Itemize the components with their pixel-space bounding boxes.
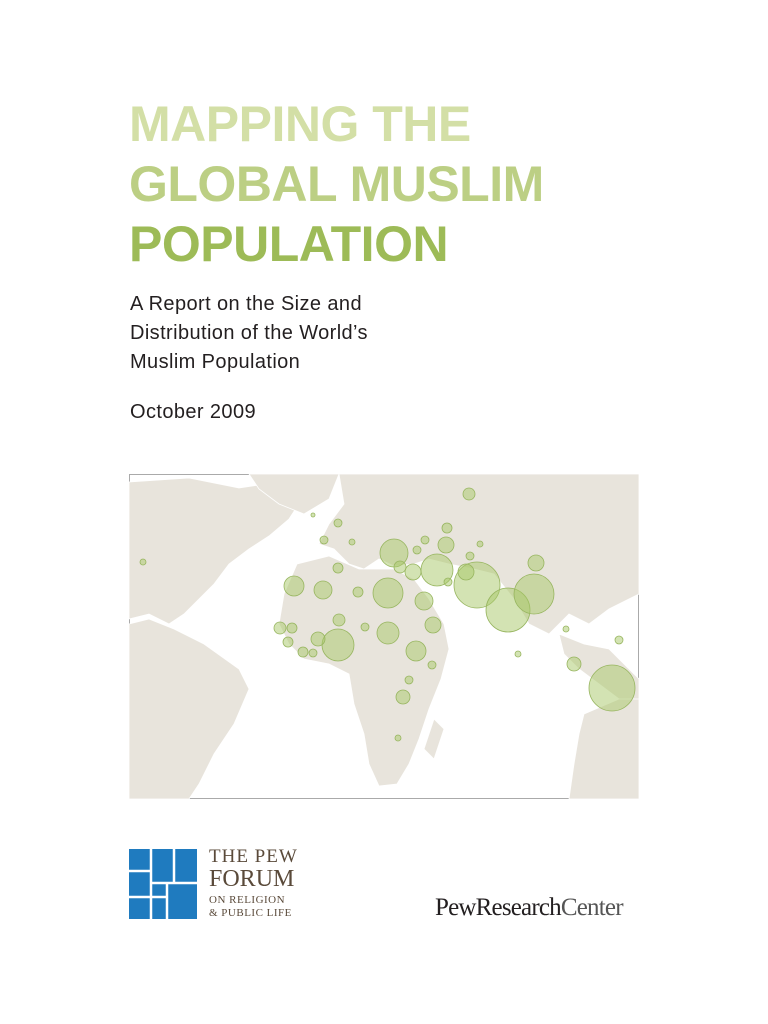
forum-logo-mark — [129, 849, 197, 919]
population-bubbles — [139, 487, 636, 742]
forum-logo-text: FORUM — [209, 866, 295, 892]
subtitle-line: Muslim Population — [130, 351, 301, 373]
subtitle-line: A Report on the Size and — [130, 293, 362, 315]
title-line: GLOBAL MUSLIM — [129, 156, 544, 212]
center-logo-part: Center — [560, 894, 624, 921]
subtitle-line: Distribution of the World’s — [130, 322, 368, 344]
center-logo: PewResearchCenter — [435, 894, 624, 922]
center-logo-part: PewResearch — [435, 894, 562, 921]
forum-logo-text: THE PEW — [209, 846, 298, 867]
forum-logo-text: ON RELIGION — [209, 894, 286, 906]
world-map — [129, 474, 639, 799]
title-line: POPULATION — [129, 216, 449, 272]
forum-logo-text: & PUBLIC LIFE — [209, 907, 292, 919]
title-line: MAPPING THE — [129, 96, 471, 152]
date: October 2009 — [130, 401, 256, 423]
